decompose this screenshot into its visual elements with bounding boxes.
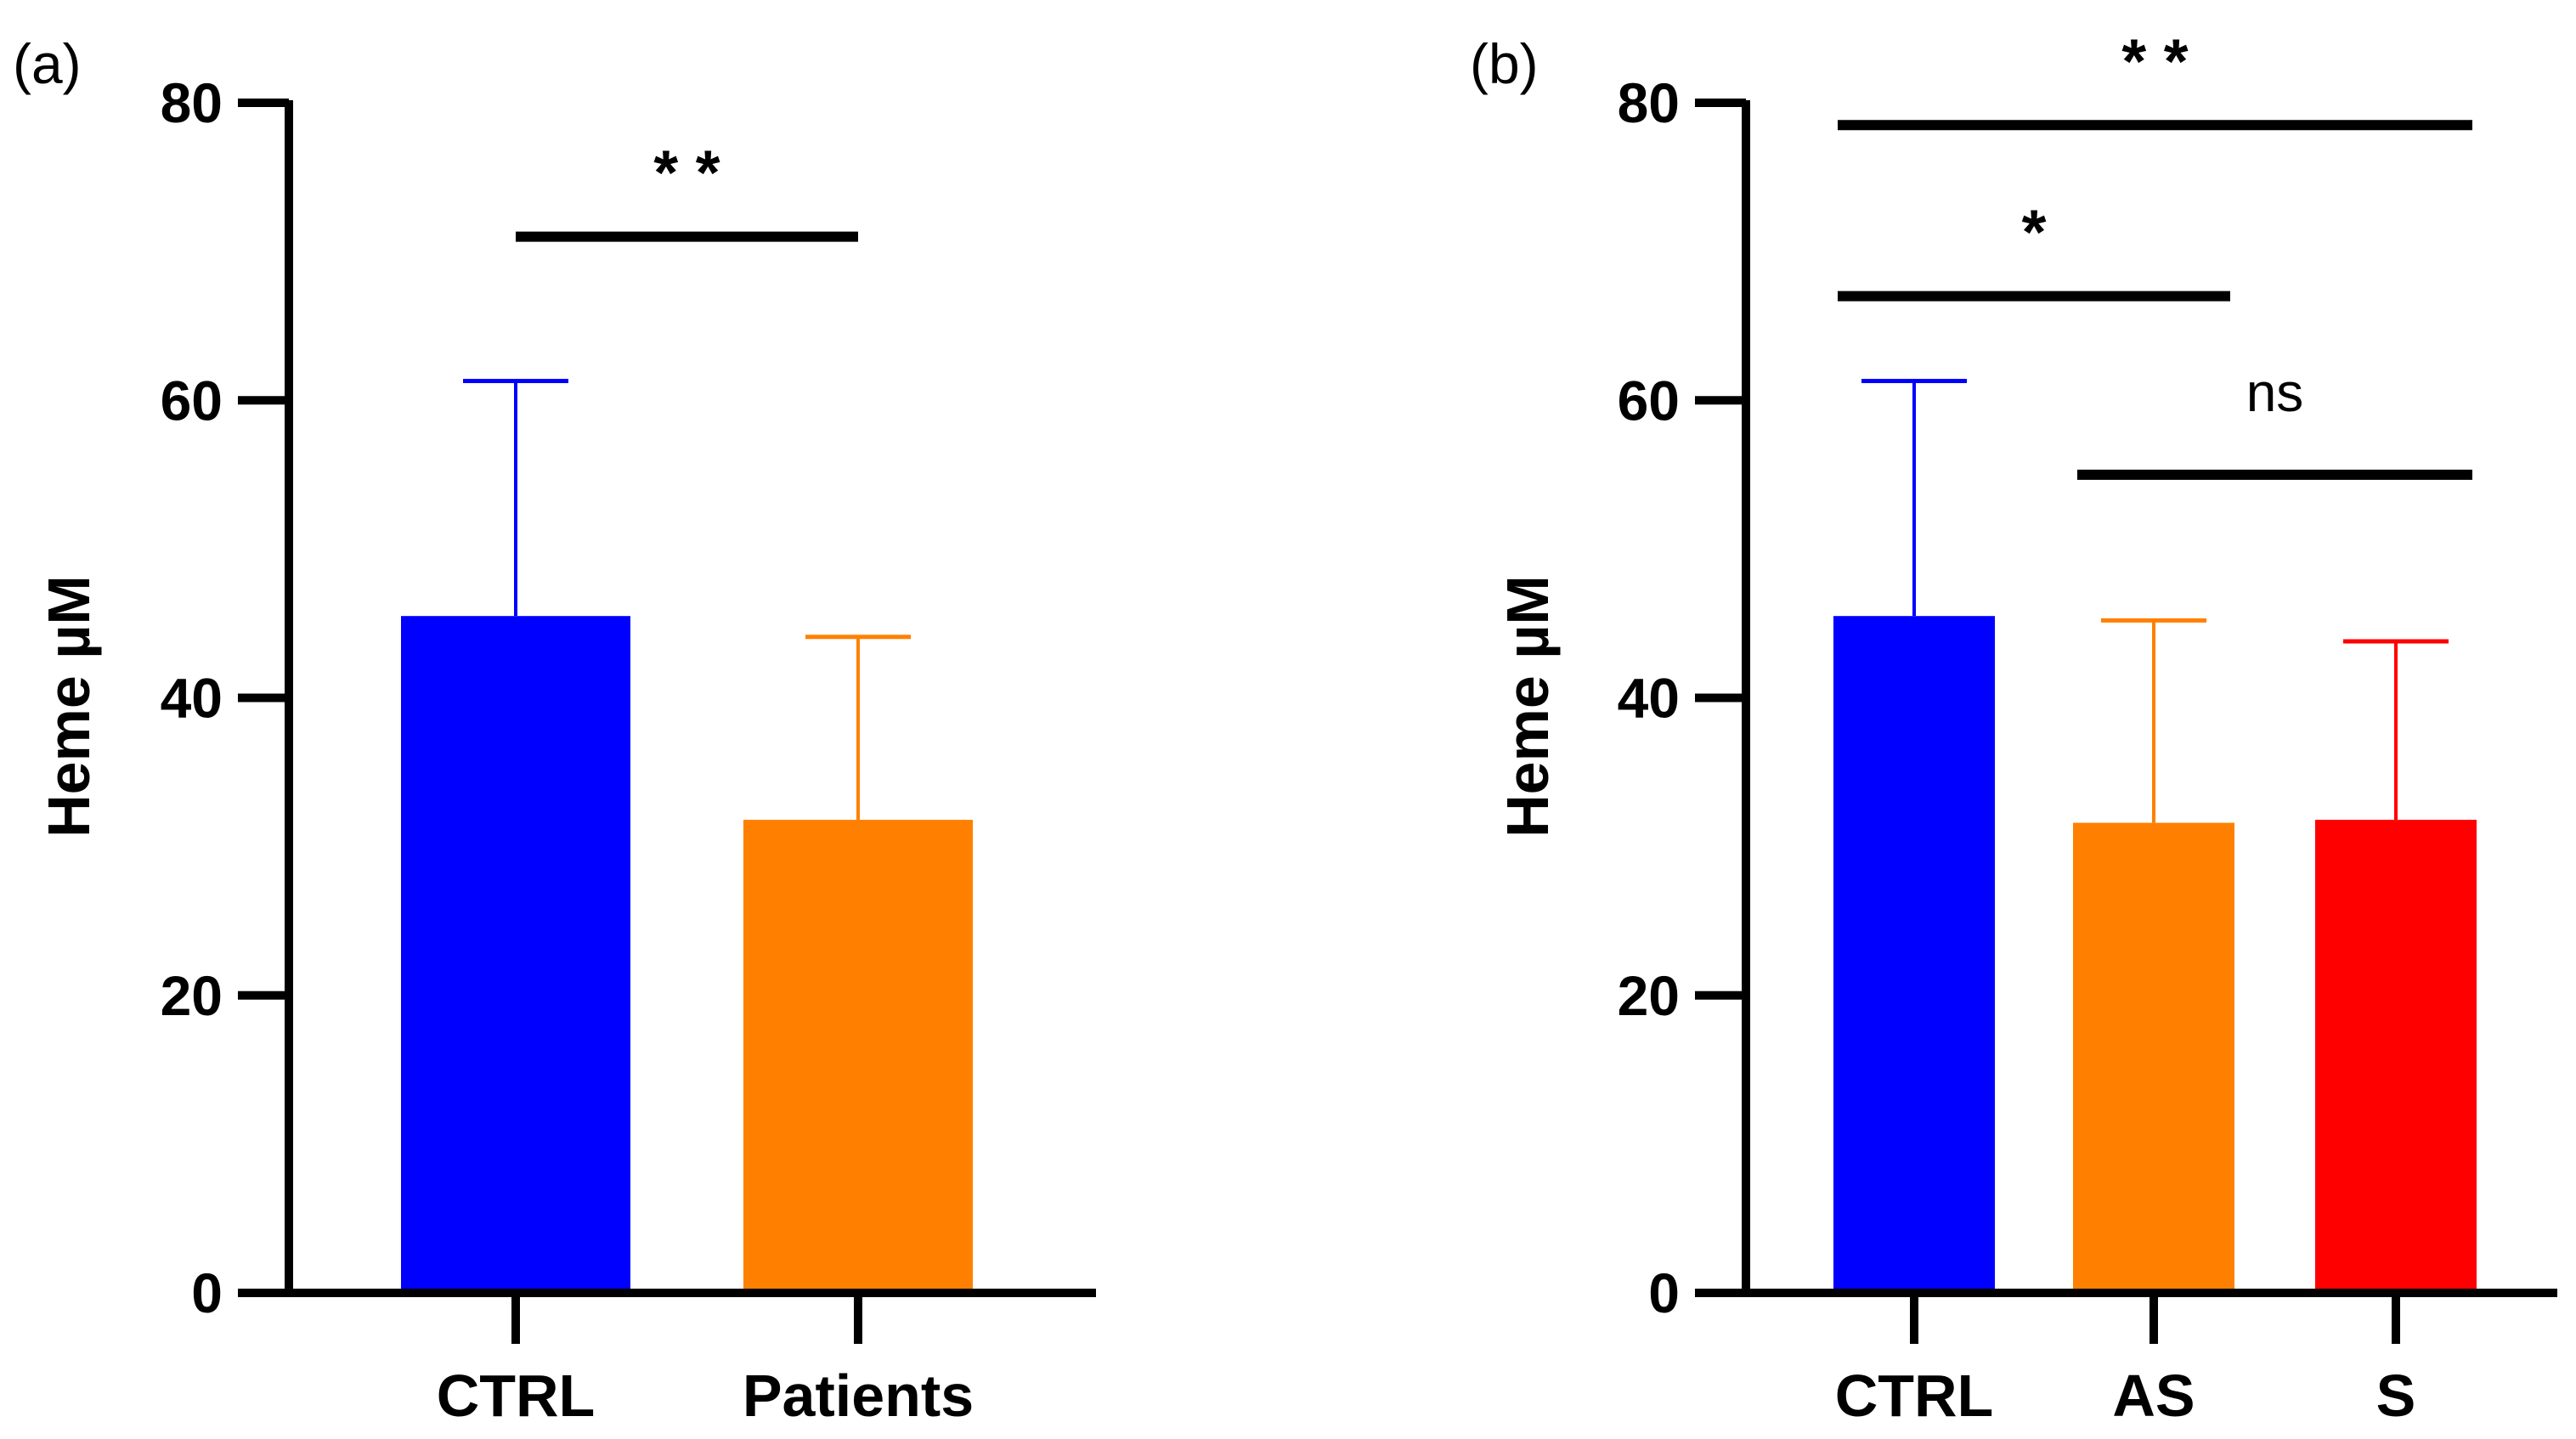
y-tick-label: 20 xyxy=(161,964,223,1027)
bar-as xyxy=(2073,822,2234,1293)
y-axis-title: Heme µM xyxy=(36,575,102,838)
panel-label: (b) xyxy=(1470,32,1539,95)
y-tick-label: 40 xyxy=(161,667,223,730)
panel-a-chart: (a) 0 20 40 60 80 CTRL Patients Heme µM * * xyxy=(13,32,1096,1429)
bar-ctrl xyxy=(401,616,630,1293)
panel-label: (a) xyxy=(13,32,82,95)
y-tick-label: 40 xyxy=(1618,667,1680,730)
x-tick-label: CTRL xyxy=(437,1363,596,1429)
x-tick-label: CTRL xyxy=(1835,1363,1994,1429)
significance-label: * xyxy=(2022,197,2047,268)
y-tick-label: 80 xyxy=(161,71,223,134)
y-tick-label: 80 xyxy=(1618,71,1680,134)
y-tick-label: 60 xyxy=(1618,369,1680,432)
x-tick-label: S xyxy=(2376,1363,2416,1429)
bar-patients xyxy=(743,820,973,1293)
y-axis-title: Heme µM xyxy=(1494,575,1561,838)
y-tick-label: 0 xyxy=(1648,1261,1680,1324)
significance-label: * * xyxy=(2121,25,2188,96)
panel-b-chart: (b) 0 20 40 60 80 CTRL AS S Heme µM * * * ns xyxy=(1470,25,2557,1429)
x-tick-label: AS xyxy=(2112,1363,2195,1429)
x-tick-label: Patients xyxy=(743,1363,974,1429)
significance-label: * * xyxy=(653,138,720,208)
y-tick-label: 20 xyxy=(1618,964,1680,1027)
significance-label: ns xyxy=(2246,362,2304,423)
y-tick-label: 60 xyxy=(161,369,223,432)
bar-ctrl xyxy=(1833,616,1995,1293)
y-tick-label: 0 xyxy=(191,1261,223,1324)
bar-s xyxy=(2315,820,2477,1293)
